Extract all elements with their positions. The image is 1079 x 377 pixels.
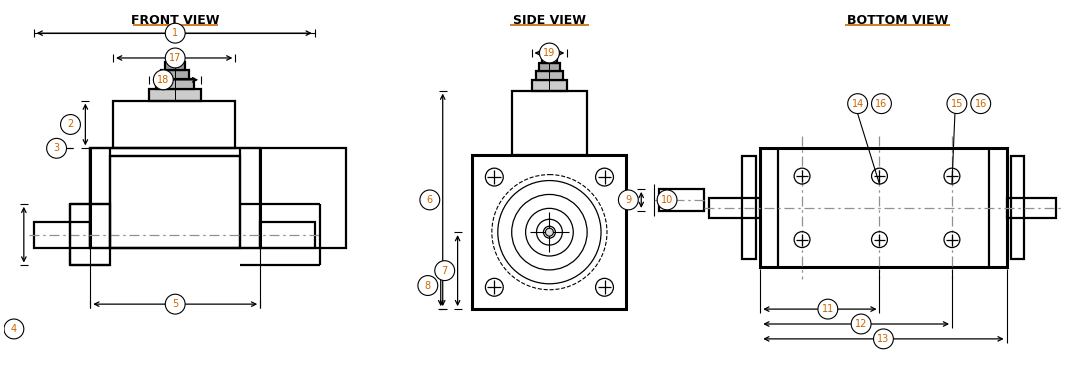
Bar — [91, 148, 346, 248]
Bar — [260, 222, 315, 248]
Circle shape — [618, 190, 639, 210]
Text: 8: 8 — [425, 280, 431, 291]
Circle shape — [46, 138, 67, 158]
Circle shape — [420, 190, 440, 210]
Text: 18: 18 — [158, 75, 169, 85]
Circle shape — [540, 43, 559, 63]
Text: 14: 14 — [851, 99, 864, 109]
Text: 19: 19 — [544, 48, 556, 58]
Text: FRONT VIEW: FRONT VIEW — [131, 14, 219, 27]
Circle shape — [435, 261, 454, 280]
Circle shape — [165, 23, 186, 43]
Bar — [659, 189, 704, 211]
Bar — [540, 63, 560, 71]
Bar — [156, 79, 194, 89]
Text: 16: 16 — [875, 99, 888, 109]
Circle shape — [165, 294, 186, 314]
Text: 16: 16 — [974, 99, 987, 109]
Bar — [91, 148, 260, 248]
Circle shape — [874, 329, 893, 349]
Text: 2: 2 — [67, 120, 73, 129]
Circle shape — [971, 94, 991, 113]
Bar — [161, 70, 189, 79]
Text: 9: 9 — [625, 195, 631, 205]
Text: 12: 12 — [855, 319, 868, 329]
Bar — [149, 89, 201, 101]
Bar — [535, 71, 563, 80]
Text: 3: 3 — [54, 143, 59, 153]
Bar — [33, 222, 91, 248]
Text: SIDE VIEW: SIDE VIEW — [513, 14, 586, 27]
Bar — [532, 80, 568, 91]
Bar — [709, 198, 761, 218]
Text: BOTTOM VIEW: BOTTOM VIEW — [847, 14, 948, 27]
Circle shape — [848, 94, 868, 113]
Bar — [1007, 198, 1056, 218]
Bar — [1011, 156, 1024, 259]
Circle shape — [657, 190, 677, 210]
Bar — [473, 155, 626, 309]
Circle shape — [872, 94, 891, 113]
Text: 13: 13 — [877, 334, 889, 344]
Circle shape — [165, 48, 186, 68]
Circle shape — [60, 115, 81, 135]
Circle shape — [947, 94, 967, 113]
Text: 17: 17 — [169, 53, 181, 63]
Bar — [110, 156, 241, 248]
Circle shape — [818, 299, 837, 319]
Text: 11: 11 — [822, 304, 834, 314]
Bar — [113, 101, 235, 148]
Text: 10: 10 — [661, 195, 673, 205]
Bar — [70, 204, 110, 265]
Circle shape — [4, 319, 24, 339]
Bar — [511, 91, 587, 155]
Bar — [165, 62, 186, 70]
Text: 4: 4 — [11, 324, 17, 334]
Text: 5: 5 — [172, 299, 178, 309]
Bar — [542, 56, 557, 63]
Text: 15: 15 — [951, 99, 964, 109]
Text: 1: 1 — [173, 28, 178, 38]
Circle shape — [153, 70, 174, 90]
Text: 7: 7 — [441, 266, 448, 276]
Text: 6: 6 — [427, 195, 433, 205]
Circle shape — [851, 314, 871, 334]
Circle shape — [546, 228, 554, 236]
Bar — [761, 148, 1007, 267]
Bar — [742, 156, 756, 259]
Circle shape — [418, 276, 438, 296]
